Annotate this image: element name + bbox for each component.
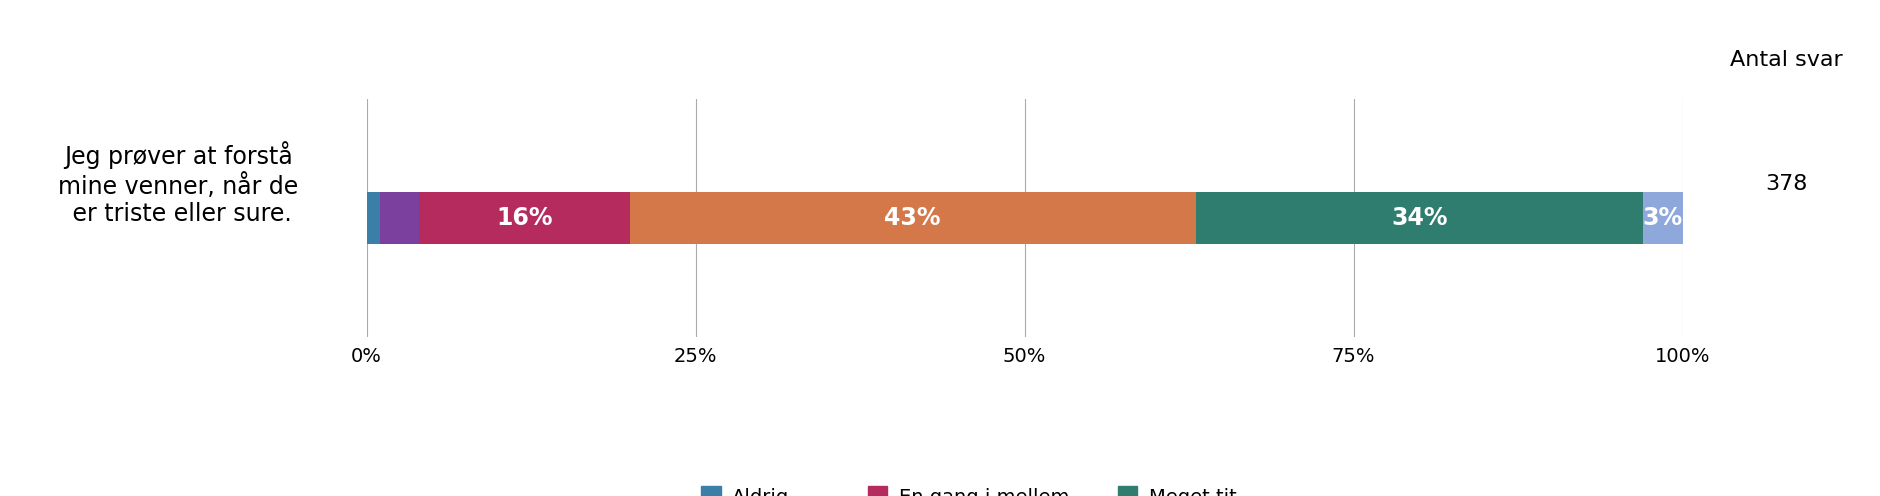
Text: 378: 378 <box>1765 174 1807 193</box>
Bar <box>367 192 380 245</box>
Bar <box>380 192 419 245</box>
Bar <box>419 192 630 245</box>
Text: 43%: 43% <box>884 206 942 230</box>
Text: 34%: 34% <box>1391 206 1448 230</box>
Text: 3%: 3% <box>1643 206 1683 230</box>
Text: 16%: 16% <box>496 206 553 230</box>
Bar <box>1643 192 1683 245</box>
Text: Antal svar: Antal svar <box>1730 50 1842 69</box>
Bar <box>630 192 1196 245</box>
Bar <box>1196 192 1643 245</box>
Text: Jeg prøver at forstå
mine venner, når de
 er triste eller sure.: Jeg prøver at forstå mine venner, når de… <box>58 141 299 226</box>
Legend: Aldrig, Sjældent, En gang i mellem, Tit, Meget tit, Ønsker ikke at svare: Aldrig, Sjældent, En gang i mellem, Tit,… <box>694 478 1355 496</box>
